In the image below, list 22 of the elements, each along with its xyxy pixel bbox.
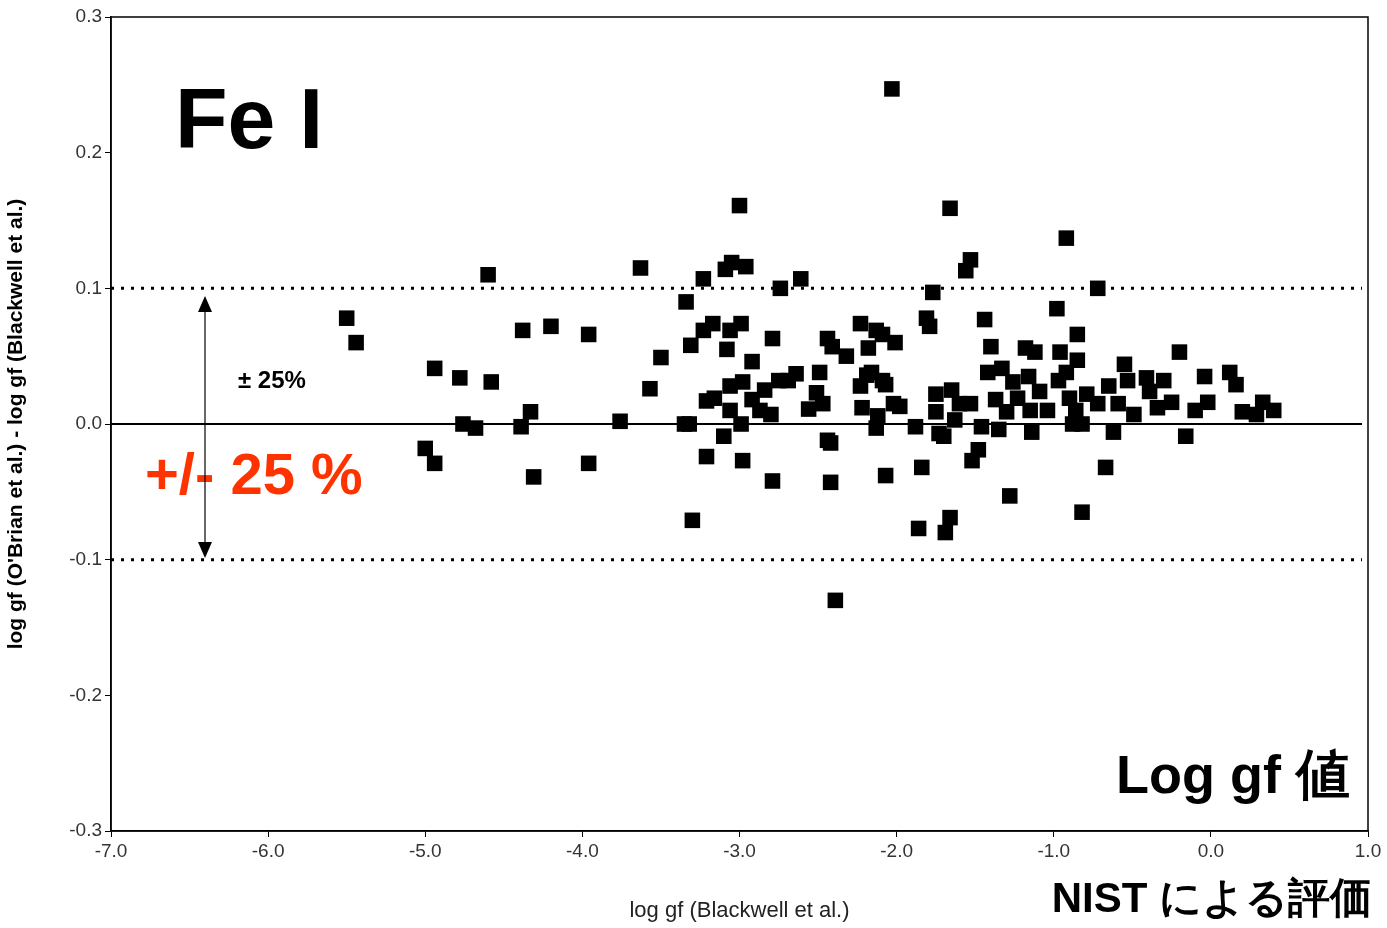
x-tick-label: 1.0 — [1354, 839, 1382, 861]
x-axis-title: log gf (Blackwell et al.) — [629, 896, 850, 922]
y-tick-label: -0.2 — [69, 683, 102, 705]
annotation: Log gf 値 — [1116, 744, 1350, 804]
x-tick-label: -2.0 — [880, 839, 913, 861]
y-tick-label: -0.1 — [69, 547, 102, 569]
y-tick-label: -0.3 — [69, 819, 102, 841]
y-tick-label: 0.1 — [75, 276, 102, 298]
y-axis-title: log gf (O'Brian et al.) - log gf (Blackwell et al.) — [3, 198, 27, 650]
x-tick-label: -4.0 — [566, 839, 599, 861]
x-tick-label: -3.0 — [723, 839, 756, 861]
x-tick-label: 0.0 — [1197, 839, 1225, 861]
text: NIST による評価 — [1051, 874, 1372, 921]
x-tick-label: -7.0 — [94, 839, 128, 861]
y-tick-label: 0.0 — [75, 412, 102, 434]
y-tick-label: 0.3 — [75, 5, 102, 27]
x-tick-label: -1.0 — [1037, 839, 1071, 861]
x-tick-label: -6.0 — [251, 839, 285, 861]
annotation: Fe I — [175, 70, 324, 166]
x-tick-label: -5.0 — [408, 839, 442, 861]
annotation: ± 25% — [238, 366, 306, 393]
y-tick-label: 0.2 — [75, 140, 102, 162]
